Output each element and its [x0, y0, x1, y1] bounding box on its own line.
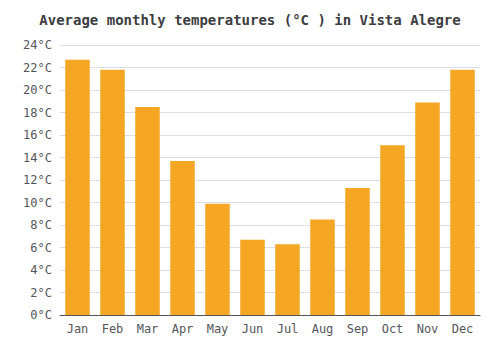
svg-text:Aug: Aug — [312, 322, 334, 336]
svg-text:4°C: 4°C — [30, 263, 52, 277]
svg-text:2°C: 2°C — [30, 286, 52, 300]
svg-text:6°C: 6°C — [30, 241, 52, 255]
svg-text:24°C: 24°C — [23, 38, 52, 52]
svg-text:Average monthly temperatures (: Average monthly temperatures (°C ) in Vi… — [39, 12, 460, 28]
svg-text:12°C: 12°C — [23, 173, 52, 187]
svg-text:Apr: Apr — [172, 322, 194, 336]
svg-text:May: May — [207, 322, 229, 336]
svg-text:20°C: 20°C — [23, 83, 52, 97]
svg-text:14°C: 14°C — [23, 151, 52, 165]
svg-text:Jan: Jan — [67, 322, 89, 336]
svg-text:0°C: 0°C — [30, 308, 52, 322]
svg-text:18°C: 18°C — [23, 106, 52, 120]
svg-text:Mar: Mar — [137, 322, 159, 336]
svg-text:22°C: 22°C — [23, 61, 52, 75]
svg-text:Jul: Jul — [277, 322, 299, 336]
svg-text:16°C: 16°C — [23, 128, 52, 142]
svg-text:Sep: Sep — [347, 322, 369, 336]
svg-text:Nov: Nov — [417, 322, 439, 336]
svg-text:Oct: Oct — [382, 322, 404, 336]
svg-text:8°C: 8°C — [30, 218, 52, 232]
svg-text:Feb: Feb — [102, 322, 124, 336]
svg-text:Jun: Jun — [242, 322, 264, 336]
svg-text:10°C: 10°C — [23, 196, 52, 210]
svg-text:Dec: Dec — [452, 322, 474, 336]
